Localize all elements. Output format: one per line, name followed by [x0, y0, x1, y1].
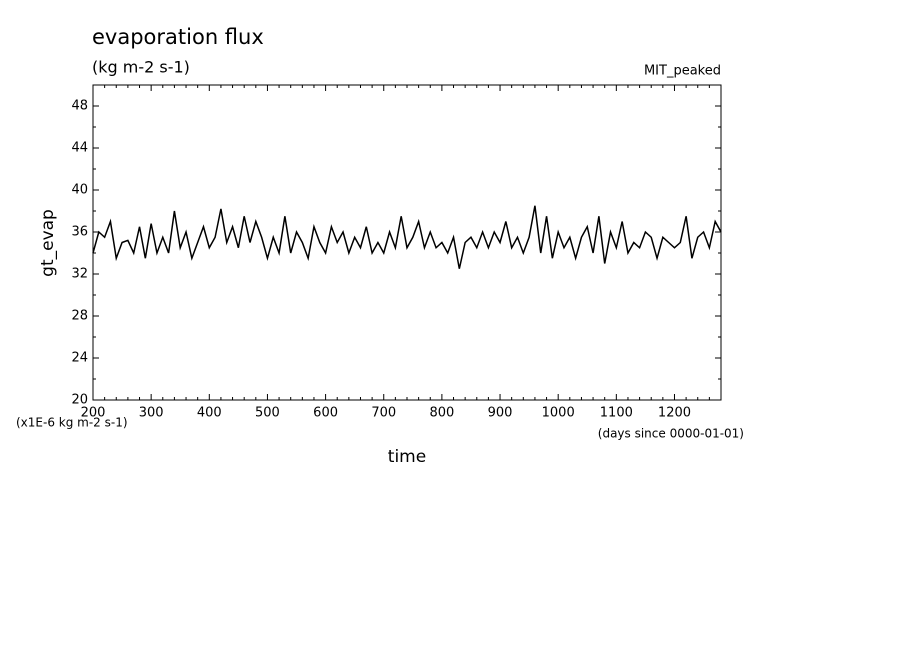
x-tick-label: 600	[313, 406, 338, 421]
x-axis-label: time	[388, 447, 426, 467]
data-line	[92, 205, 722, 269]
chart-subtitle: (kg m-2 s-1)	[92, 58, 190, 77]
x-tick-label: 1000	[542, 406, 575, 421]
x-tick-label: 500	[255, 406, 280, 421]
y-tick-label: 40	[71, 183, 88, 198]
x-tick-label: 400	[197, 406, 222, 421]
x-tick-label: 200	[81, 406, 106, 421]
plot-frame	[92, 84, 722, 401]
x-tick-label: 1200	[658, 406, 691, 421]
y-tick-label: 48	[71, 99, 88, 114]
x-tick-label: 700	[371, 406, 396, 421]
y-tick-label: 20	[71, 393, 88, 408]
y-tick-label: 36	[71, 225, 88, 240]
x-tick-label: 1100	[600, 406, 633, 421]
y-unit-note: (x1E-6 kg m-2 s-1)	[16, 416, 128, 430]
y-tick-label: 24	[71, 351, 88, 366]
y-tick-label: 28	[71, 309, 88, 324]
y-tick-label: 32	[71, 267, 88, 282]
x-tick-label: 800	[429, 406, 454, 421]
y-axis-label: gt_evap	[38, 209, 58, 277]
annotation: MIT_peaked	[644, 64, 721, 79]
x-unit-note: (days since 0000-01-01)	[598, 427, 744, 441]
x-tick-label: 300	[139, 406, 164, 421]
y-tick-label: 44	[71, 141, 88, 156]
chart-title: evaporation flux	[92, 25, 264, 49]
x-tick-label: 900	[488, 406, 513, 421]
